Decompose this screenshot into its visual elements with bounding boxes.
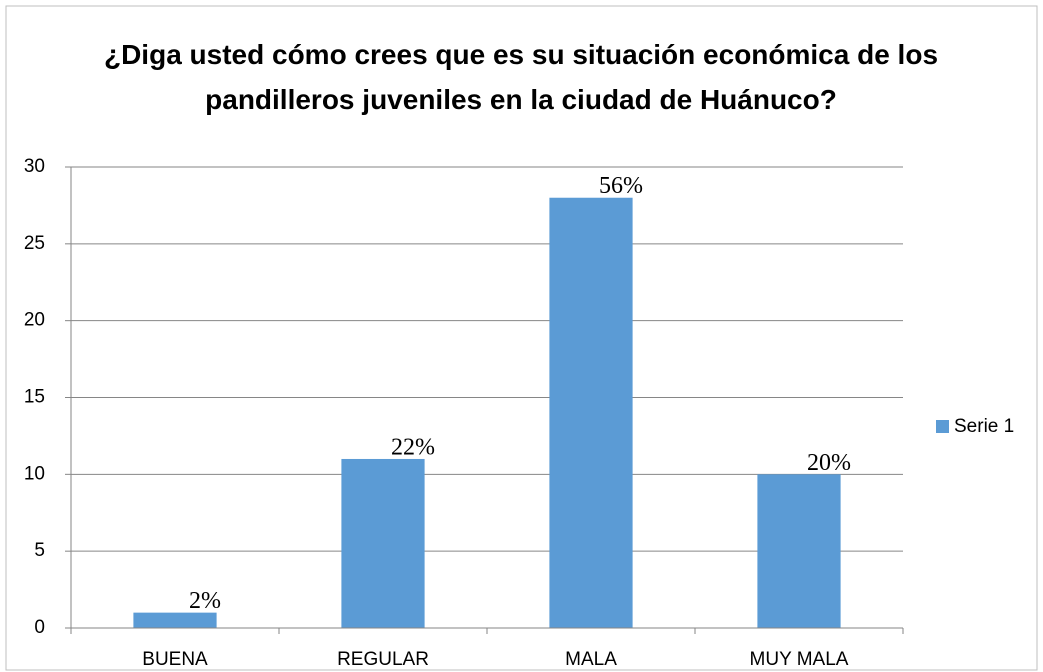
- y-tick-label: 25: [24, 233, 45, 254]
- legend-label: Serie 1: [954, 416, 1014, 437]
- y-tick-label: 5: [34, 540, 45, 561]
- data-label: 2%: [189, 588, 221, 614]
- chart-title: ¿Diga usted cómo crees que es su situaci…: [103, 39, 939, 115]
- x-tick-label: REGULAR: [337, 649, 429, 670]
- y-tick-label: 20: [24, 310, 45, 331]
- x-tick-label: MALA: [565, 649, 617, 670]
- bar: [757, 474, 841, 628]
- y-tick-label: 30: [24, 156, 45, 177]
- bar: [549, 197, 633, 628]
- bar: [133, 612, 217, 628]
- x-tick-label: BUENA: [142, 649, 208, 670]
- data-label: 56%: [599, 173, 643, 199]
- legend-swatch: [936, 420, 949, 433]
- chart-border: [5, 5, 1038, 671]
- y-tick-label: 15: [24, 387, 45, 408]
- y-tick-label: 0: [34, 617, 45, 638]
- x-tick-label: MUY MALA: [750, 649, 849, 670]
- data-label: 22%: [391, 434, 435, 460]
- y-tick-label: 10: [24, 463, 45, 484]
- bar: [341, 458, 425, 628]
- data-label: 20%: [807, 450, 851, 476]
